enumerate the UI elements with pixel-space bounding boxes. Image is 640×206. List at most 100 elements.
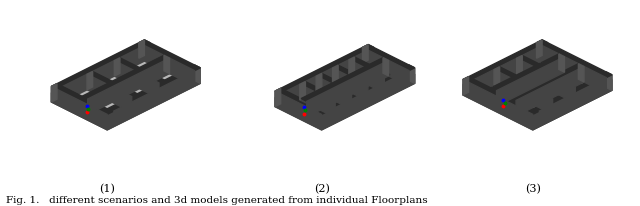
Polygon shape — [320, 83, 352, 99]
Polygon shape — [463, 85, 532, 130]
Polygon shape — [338, 92, 370, 108]
Polygon shape — [305, 108, 337, 124]
Polygon shape — [316, 66, 415, 115]
Polygon shape — [300, 82, 340, 103]
Polygon shape — [362, 45, 368, 64]
Polygon shape — [51, 93, 108, 130]
Polygon shape — [516, 59, 575, 104]
Polygon shape — [321, 69, 415, 130]
Polygon shape — [287, 99, 319, 115]
Polygon shape — [606, 73, 612, 91]
Polygon shape — [145, 41, 150, 59]
Text: (3): (3) — [525, 183, 541, 194]
Polygon shape — [195, 66, 200, 84]
Polygon shape — [517, 83, 557, 103]
Polygon shape — [63, 89, 111, 113]
Polygon shape — [303, 91, 336, 107]
Polygon shape — [113, 87, 161, 111]
Polygon shape — [87, 75, 132, 112]
Polygon shape — [463, 41, 548, 83]
Polygon shape — [275, 45, 374, 94]
Polygon shape — [362, 48, 409, 87]
Polygon shape — [516, 67, 584, 116]
Polygon shape — [559, 55, 564, 73]
Polygon shape — [579, 64, 584, 83]
Polygon shape — [51, 84, 113, 115]
Polygon shape — [368, 45, 374, 64]
Polygon shape — [139, 41, 145, 59]
Polygon shape — [281, 48, 374, 110]
Polygon shape — [316, 77, 351, 110]
Polygon shape — [349, 58, 355, 76]
Polygon shape — [349, 61, 384, 94]
Polygon shape — [140, 73, 188, 97]
Polygon shape — [275, 92, 321, 130]
Polygon shape — [63, 62, 189, 125]
Polygon shape — [362, 45, 415, 71]
Polygon shape — [275, 98, 321, 130]
Polygon shape — [333, 66, 374, 86]
Polygon shape — [333, 66, 338, 84]
Polygon shape — [321, 75, 415, 130]
Polygon shape — [463, 77, 468, 96]
Polygon shape — [316, 74, 357, 94]
Polygon shape — [164, 56, 170, 74]
Polygon shape — [86, 101, 134, 124]
Polygon shape — [307, 61, 388, 117]
Polygon shape — [87, 72, 93, 90]
Polygon shape — [87, 72, 138, 97]
Polygon shape — [82, 56, 170, 99]
Polygon shape — [498, 74, 538, 94]
Text: (2): (2) — [314, 183, 330, 194]
Polygon shape — [536, 41, 542, 59]
Polygon shape — [463, 45, 612, 119]
Polygon shape — [91, 76, 138, 99]
Polygon shape — [511, 64, 584, 101]
Text: (1): (1) — [100, 183, 115, 194]
Polygon shape — [494, 67, 558, 99]
Polygon shape — [536, 41, 612, 78]
Text: Fig. 1.   different scenarios and 3d models generated from individual Floorplans: Fig. 1. different scenarios and 3d model… — [6, 195, 428, 204]
Polygon shape — [540, 72, 580, 92]
Polygon shape — [88, 59, 170, 115]
Polygon shape — [475, 85, 515, 105]
Polygon shape — [51, 84, 57, 102]
Polygon shape — [115, 59, 164, 83]
Polygon shape — [118, 62, 166, 86]
Polygon shape — [383, 58, 388, 77]
Polygon shape — [51, 47, 200, 121]
Polygon shape — [353, 67, 385, 83]
Polygon shape — [301, 58, 388, 102]
Polygon shape — [102, 66, 200, 115]
Polygon shape — [115, 61, 159, 99]
Polygon shape — [316, 74, 322, 92]
Polygon shape — [542, 41, 548, 59]
Polygon shape — [494, 70, 553, 115]
Polygon shape — [468, 43, 548, 98]
Polygon shape — [275, 89, 327, 115]
Polygon shape — [559, 82, 600, 102]
Polygon shape — [336, 75, 369, 91]
Polygon shape — [51, 41, 150, 90]
Polygon shape — [354, 84, 386, 100]
Polygon shape — [349, 58, 390, 78]
Polygon shape — [532, 80, 612, 130]
Polygon shape — [139, 43, 195, 87]
Polygon shape — [321, 100, 353, 116]
Polygon shape — [463, 77, 538, 115]
Polygon shape — [532, 75, 612, 130]
Polygon shape — [371, 76, 403, 92]
Polygon shape — [516, 56, 522, 74]
Polygon shape — [108, 75, 200, 130]
Polygon shape — [537, 93, 577, 113]
Polygon shape — [51, 87, 108, 130]
Polygon shape — [300, 82, 305, 100]
Polygon shape — [491, 55, 564, 91]
Polygon shape — [108, 69, 200, 130]
Polygon shape — [514, 104, 554, 124]
Polygon shape — [527, 73, 612, 115]
Polygon shape — [463, 80, 532, 130]
Polygon shape — [497, 57, 564, 107]
Polygon shape — [57, 43, 150, 105]
Polygon shape — [516, 56, 581, 88]
